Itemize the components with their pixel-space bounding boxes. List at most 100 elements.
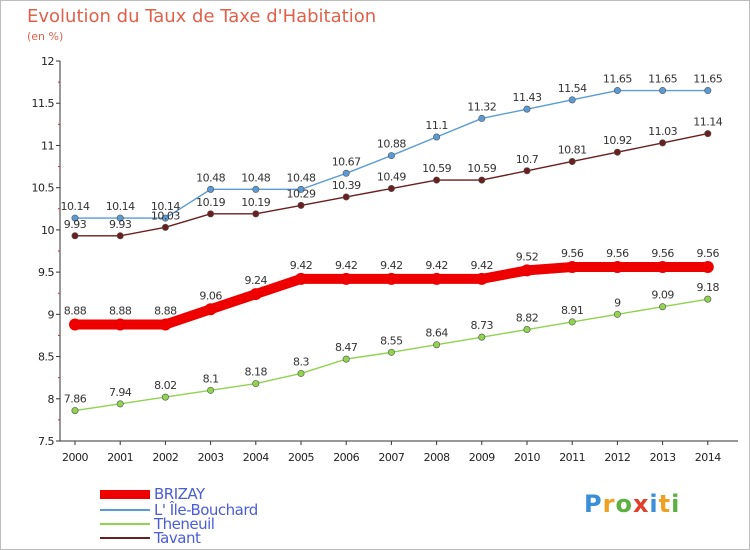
- legend-label-brizay: BRIZAY: [154, 485, 205, 503]
- data-point-brizay: [611, 261, 624, 274]
- data-label-l-le-bouchard: 11.65: [693, 73, 722, 86]
- data-point-tavant: [523, 167, 531, 175]
- data-point-tavant: [568, 157, 576, 165]
- chart-series: [69, 87, 714, 415]
- logo-letter: i: [671, 490, 681, 518]
- data-point-tavant: [387, 185, 395, 193]
- data-point-l-le-bouchard: [433, 133, 441, 141]
- data-label-theneuil: 8.91: [561, 304, 584, 317]
- data-label-l-le-bouchard: 10.14: [106, 200, 135, 213]
- y-tick-label: 11: [41, 139, 54, 152]
- data-label-theneuil: 8.3: [293, 355, 309, 368]
- data-label-brizay: 9.52: [516, 250, 539, 263]
- data-point-theneuil: [659, 303, 667, 311]
- data-point-theneuil: [297, 369, 305, 377]
- data-point-brizay: [340, 272, 353, 285]
- data-label-l-le-bouchard: 10.48: [241, 171, 270, 184]
- data-label-l-le-bouchard: 11.65: [603, 73, 632, 86]
- data-point-l-le-bouchard: [704, 87, 712, 95]
- data-point-theneuil: [71, 407, 79, 415]
- data-label-theneuil: 8.73: [471, 319, 494, 332]
- data-point-l-le-bouchard: [659, 87, 667, 95]
- data-label-theneuil: 7.94: [109, 386, 132, 399]
- data-point-l-le-bouchard: [297, 185, 305, 193]
- data-label-tavant: 10.19: [196, 196, 225, 209]
- data-point-tavant: [297, 201, 305, 209]
- y-tick-label: 11.5: [32, 97, 55, 110]
- data-label-tavant: 10.39: [332, 179, 361, 192]
- data-label-tavant: 10.29: [287, 187, 316, 200]
- data-label-tavant: 11.14: [693, 116, 722, 129]
- data-point-tavant: [161, 223, 169, 231]
- data-point-tavant: [659, 139, 667, 147]
- legend-swatch-brizay: [100, 490, 150, 499]
- data-point-l-le-bouchard: [342, 169, 350, 177]
- data-label-brizay: 9.42: [380, 259, 403, 272]
- legend-swatch-ile-bouchard: [100, 509, 150, 511]
- data-label-brizay: 9.56: [651, 247, 674, 260]
- y-tick-label: 10.5: [32, 182, 55, 195]
- data-point-l-le-bouchard: [71, 214, 79, 222]
- x-tick-label: 2009: [469, 451, 495, 464]
- data-point-tavant: [433, 176, 441, 184]
- data-label-l-le-bouchard: 10.14: [61, 200, 90, 213]
- logo-letter: P: [584, 490, 603, 518]
- data-point-l-le-bouchard: [252, 185, 260, 193]
- y-tick-label: 12: [41, 55, 54, 68]
- x-tick-label: 2005: [288, 451, 314, 464]
- data-point-brizay: [430, 272, 443, 285]
- data-point-brizay: [656, 261, 669, 274]
- y-tick-label: 8.5: [38, 351, 54, 364]
- data-point-brizay: [249, 288, 262, 301]
- x-tick-label: 2001: [107, 451, 133, 464]
- data-point-brizay: [295, 272, 307, 285]
- x-tick-label: 2014: [695, 451, 721, 464]
- data-label-tavant: 10.49: [377, 171, 406, 184]
- legend-label-tavant: Tavant: [154, 529, 201, 547]
- data-label-theneuil: 8.1: [203, 372, 219, 385]
- data-point-tavant: [71, 232, 79, 240]
- data-point-theneuil: [568, 318, 576, 326]
- data-point-brizay: [114, 318, 127, 331]
- data-point-tavant: [704, 130, 712, 138]
- data-point-tavant: [207, 210, 215, 218]
- data-point-l-le-bouchard: [568, 96, 576, 104]
- data-point-theneuil: [207, 386, 215, 394]
- x-tick-label: 2000: [62, 451, 88, 464]
- logo-letter: x: [632, 490, 650, 518]
- data-label-tavant: 10.81: [558, 143, 587, 156]
- data-point-theneuil: [613, 310, 621, 318]
- data-label-l-le-bouchard: 10.48: [287, 171, 316, 184]
- data-label-theneuil: 7.86: [64, 393, 87, 406]
- x-tick-label: 2004: [243, 451, 269, 464]
- data-label-theneuil: 8.82: [516, 312, 539, 325]
- data-label-brizay: 9.56: [561, 247, 584, 260]
- data-point-theneuil: [252, 380, 260, 388]
- y-tick-label: 8: [48, 393, 55, 406]
- data-point-theneuil: [387, 348, 395, 356]
- chart-title: Evolution du Taux de Taxe d'Habitation: [27, 6, 377, 27]
- data-label-brizay: 8.88: [109, 304, 132, 317]
- x-tick-label: 2012: [604, 451, 630, 464]
- data-label-brizay: 8.88: [154, 304, 177, 317]
- data-label-l-le-bouchard: 10.67: [332, 155, 361, 168]
- x-tick-label: 2002: [152, 451, 178, 464]
- data-point-l-le-bouchard: [523, 105, 531, 113]
- y-tick-label: 7.5: [38, 435, 54, 448]
- data-label-theneuil: 8.64: [425, 327, 448, 340]
- data-label-tavant: 11.03: [648, 125, 677, 138]
- data-point-brizay: [385, 272, 398, 285]
- y-tick-label: 10: [41, 224, 54, 237]
- x-tick-label: 2003: [198, 451, 224, 464]
- data-point-theneuil: [433, 341, 441, 349]
- data-label-brizay: 9.42: [290, 259, 313, 272]
- data-label-l-le-bouchard: 11.32: [467, 100, 496, 113]
- logo-letter: t: [658, 490, 672, 518]
- data-label-tavant: 10.7: [516, 153, 539, 166]
- data-label-brizay: 9.42: [335, 259, 358, 272]
- data-point-brizay: [566, 261, 579, 274]
- x-tick-label: 2006: [333, 451, 359, 464]
- data-label-brizay: 9.24: [245, 274, 268, 287]
- data-label-l-le-bouchard: 10.48: [196, 171, 225, 184]
- data-label-theneuil: 9.18: [697, 281, 720, 294]
